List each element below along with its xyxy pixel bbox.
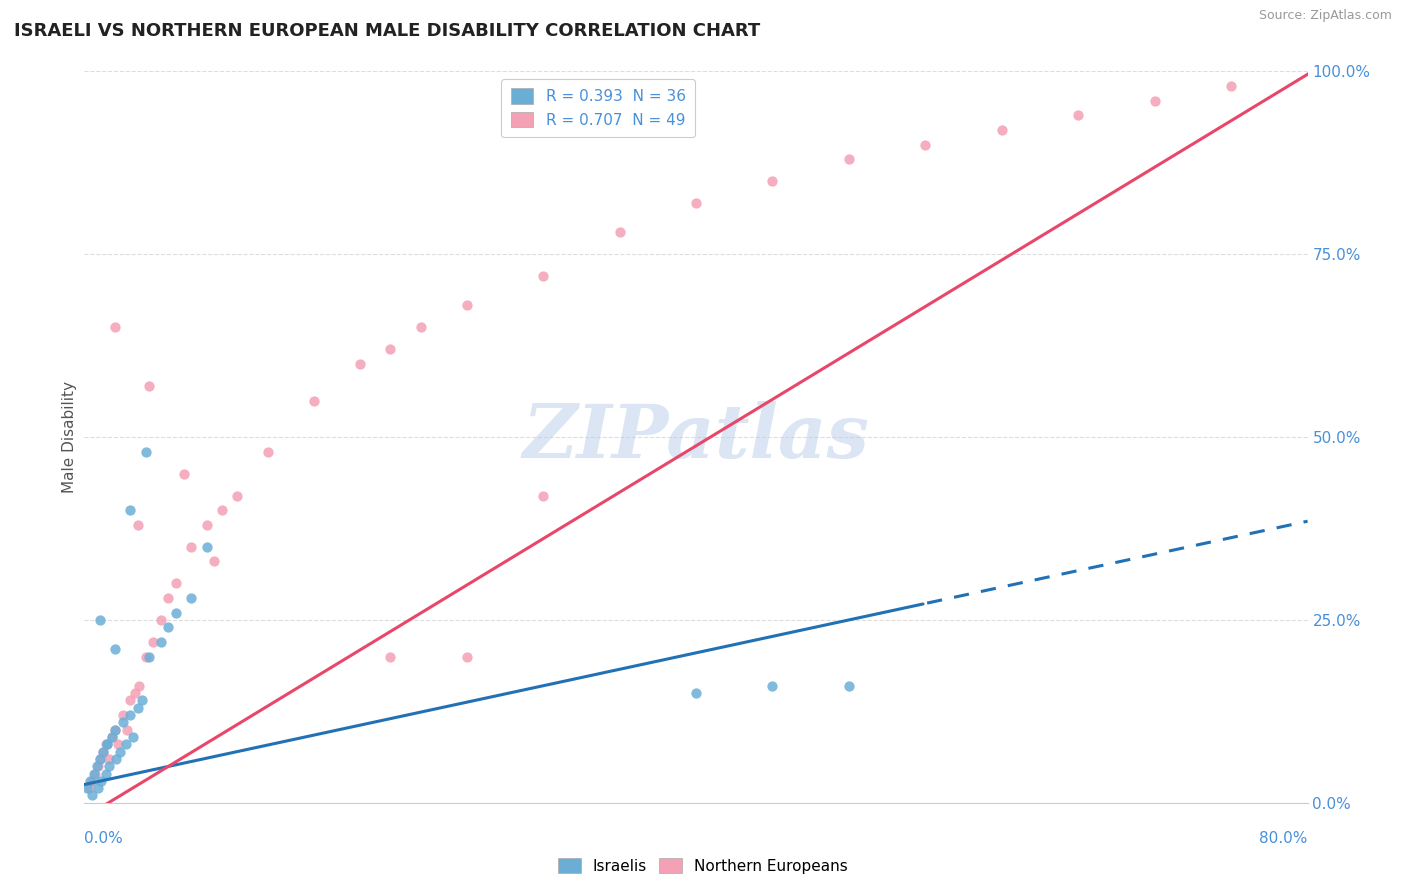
Point: [124, 686, 146, 700]
Point: [97, 759, 120, 773]
Point: [89, 752, 111, 766]
Point: [165, 576, 187, 591]
Point: [180, 591, 202, 605]
Text: ZIPatlas: ZIPatlas: [523, 401, 869, 474]
Point: [111, 715, 134, 730]
Point: [127, 700, 149, 714]
Point: [914, 137, 936, 152]
Point: [131, 693, 153, 707]
Point: [122, 730, 145, 744]
Point: [111, 708, 134, 723]
Point: [91, 745, 114, 759]
Point: [456, 298, 478, 312]
Point: [380, 343, 402, 357]
Point: [409, 320, 432, 334]
Point: [115, 723, 138, 737]
Point: [114, 737, 136, 751]
Point: [157, 620, 180, 634]
Point: [138, 649, 160, 664]
Point: [79, 773, 101, 788]
Point: [685, 196, 707, 211]
Point: [104, 723, 127, 737]
Point: [120, 708, 142, 723]
Point: [1067, 108, 1090, 122]
Point: [135, 444, 157, 458]
Point: [86, 759, 108, 773]
Point: [149, 635, 172, 649]
Point: [80, 789, 103, 803]
Point: [142, 635, 165, 649]
Point: [349, 357, 371, 371]
Point: [104, 723, 127, 737]
Point: [94, 766, 117, 780]
Legend: Israelis, Northern Europeans: Israelis, Northern Europeans: [551, 852, 855, 880]
Point: [120, 503, 142, 517]
Point: [761, 174, 783, 188]
Point: [991, 123, 1014, 137]
Point: [149, 613, 172, 627]
Point: [838, 679, 860, 693]
Point: [91, 745, 114, 759]
Point: [76, 781, 98, 796]
Point: [87, 781, 110, 796]
Point: [531, 269, 554, 284]
Point: [105, 752, 128, 766]
Point: [302, 393, 325, 408]
Point: [80, 773, 103, 788]
Point: [90, 773, 112, 788]
Point: [173, 467, 195, 481]
Point: [104, 642, 127, 657]
Point: [83, 766, 105, 780]
Point: [257, 444, 280, 458]
Point: [96, 737, 118, 751]
Point: [165, 606, 187, 620]
Point: [128, 679, 150, 693]
Point: [138, 379, 160, 393]
Text: ISRAELI VS NORTHERN EUROPEAN MALE DISABILITY CORRELATION CHART: ISRAELI VS NORTHERN EUROPEAN MALE DISABI…: [14, 22, 761, 40]
Legend: R = 0.393  N = 36, R = 0.707  N = 49: R = 0.393 N = 36, R = 0.707 N = 49: [502, 79, 695, 137]
Point: [96, 737, 118, 751]
Point: [685, 686, 707, 700]
Point: [202, 554, 225, 568]
Point: [97, 752, 120, 766]
Text: Source: ZipAtlas.com: Source: ZipAtlas.com: [1258, 9, 1392, 22]
Point: [104, 320, 127, 334]
Point: [157, 591, 180, 605]
Point: [77, 781, 100, 796]
Point: [135, 649, 157, 664]
Point: [195, 517, 218, 532]
Text: 80.0%: 80.0%: [1260, 831, 1308, 846]
Point: [1143, 94, 1166, 108]
Point: [380, 649, 402, 664]
Point: [211, 503, 233, 517]
Point: [84, 766, 107, 780]
Point: [195, 540, 218, 554]
Point: [456, 649, 478, 664]
Point: [127, 517, 149, 532]
Point: [101, 730, 124, 744]
Point: [609, 225, 631, 239]
Point: [1220, 78, 1243, 93]
Point: [89, 613, 111, 627]
Point: [94, 737, 117, 751]
Point: [101, 730, 124, 744]
Point: [838, 152, 860, 166]
Y-axis label: Male Disability: Male Disability: [62, 381, 77, 493]
Point: [89, 752, 111, 766]
Point: [120, 693, 142, 707]
Point: [761, 679, 783, 693]
Text: 0.0%: 0.0%: [84, 831, 124, 846]
Point: [180, 540, 202, 554]
Point: [108, 745, 131, 759]
Point: [107, 737, 129, 751]
Point: [87, 759, 110, 773]
Point: [226, 489, 249, 503]
Point: [531, 489, 554, 503]
